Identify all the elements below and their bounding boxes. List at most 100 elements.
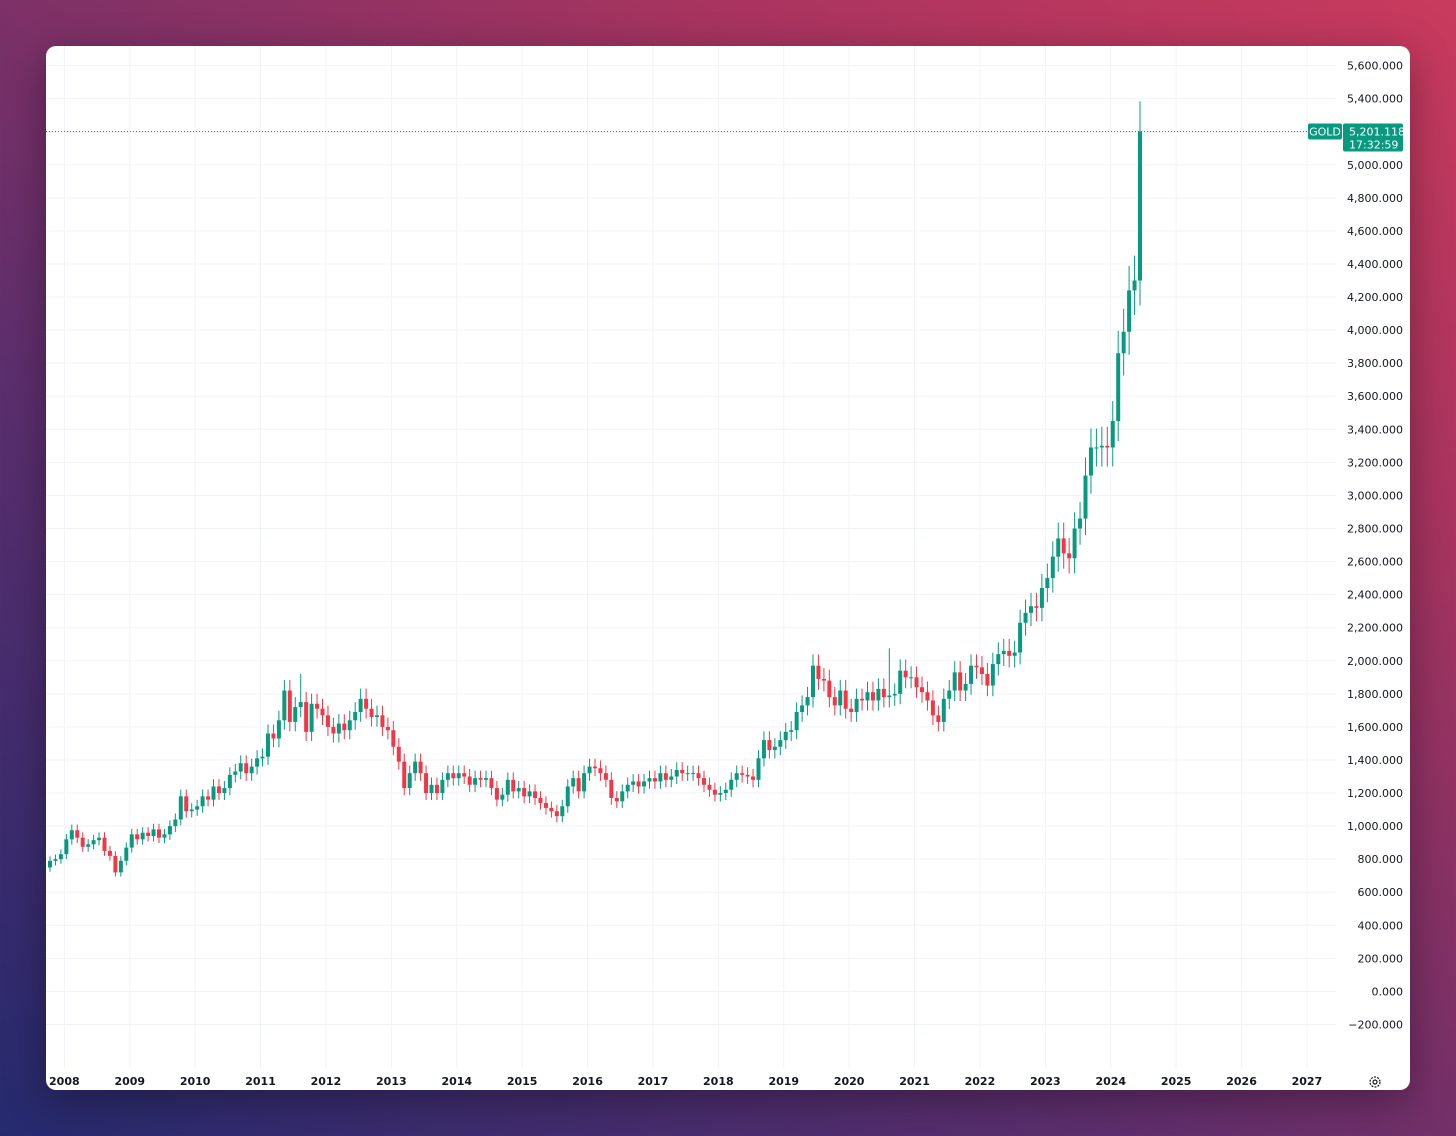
candle-body xyxy=(113,855,118,873)
current-price-tag: GOLD 5,201.118 17:32:59 xyxy=(1308,123,1405,152)
candle-body xyxy=(1083,475,1088,519)
candle-body xyxy=(358,698,363,713)
y-tick-label: 4,200.000 xyxy=(1347,291,1403,304)
time-axis[interactable]: 2008 2009 2010 2011 2012 2013 2014 2015 2016 2017… xyxy=(49,1075,1322,1088)
candle-body xyxy=(740,773,745,775)
chart-card: 5,800.0005,600.0005,400.0005,200.0005,00… xyxy=(46,46,1410,1090)
symbol-badge xyxy=(1308,123,1342,140)
candle-body xyxy=(533,791,538,798)
x-tick-label: 2016 xyxy=(572,1075,603,1088)
candle-body xyxy=(963,683,968,691)
candle-body xyxy=(593,766,597,769)
candle-body xyxy=(772,746,777,751)
x-tick-label: 2015 xyxy=(507,1075,538,1088)
candle-body xyxy=(69,830,74,840)
candle-body xyxy=(107,850,112,856)
y-tick-label: 800.000 xyxy=(1358,853,1404,866)
candle-body xyxy=(647,778,652,782)
gear-icon[interactable] xyxy=(1369,1076,1381,1088)
candle-body xyxy=(369,708,374,717)
candle-body xyxy=(974,665,979,668)
candle-body xyxy=(1110,421,1115,448)
candle-body xyxy=(636,781,641,787)
candle-body xyxy=(167,826,172,835)
candle-body xyxy=(1116,353,1121,422)
candle-body xyxy=(64,839,69,855)
candle-body xyxy=(1088,447,1093,476)
candle-body xyxy=(652,778,657,782)
candle-body xyxy=(887,695,892,698)
x-tick-label: 2011 xyxy=(245,1075,276,1088)
y-tick-label: 400.000 xyxy=(1358,919,1404,932)
candle-body xyxy=(266,733,270,757)
candle-body xyxy=(1045,578,1050,589)
candle-body xyxy=(249,766,254,774)
candle-body xyxy=(1132,280,1137,291)
candle-body xyxy=(522,788,527,797)
candle-body xyxy=(255,758,260,767)
candle-body xyxy=(663,773,668,780)
candle-body xyxy=(336,723,341,734)
y-tick-label: 2,200.000 xyxy=(1347,622,1403,635)
candle-body xyxy=(554,811,559,817)
x-tick-label: 2022 xyxy=(965,1075,996,1088)
price-axis[interactable]: 5,800.0005,600.0005,400.0005,200.0005,00… xyxy=(1347,46,1403,1032)
y-tick-label: 1,000.000 xyxy=(1347,820,1403,833)
x-tick-label: 2013 xyxy=(376,1075,407,1088)
candle-body xyxy=(315,703,320,709)
candle-body xyxy=(1050,556,1055,579)
y-tick-label: 4,000.000 xyxy=(1347,324,1403,337)
candle-body xyxy=(211,786,216,800)
candle-series[interactable] xyxy=(48,101,1142,877)
candle-body xyxy=(603,773,608,780)
candle-body xyxy=(794,712,799,731)
candle-body xyxy=(680,769,685,774)
gold-candlestick-chart[interactable]: 5,800.0005,600.0005,400.0005,200.0005,00… xyxy=(46,46,1410,1090)
candle-body xyxy=(729,779,734,790)
candle-body xyxy=(914,677,919,688)
y-tick-label: 2,800.000 xyxy=(1347,523,1403,536)
candle-body xyxy=(712,789,717,795)
candle-body xyxy=(876,688,881,701)
candle-body xyxy=(418,761,423,774)
x-tick-label: 2012 xyxy=(311,1075,342,1088)
candle-body xyxy=(718,793,723,795)
candle-body xyxy=(631,781,636,785)
candle-body xyxy=(1034,606,1039,608)
candle-body xyxy=(233,771,238,775)
y-tick-label: 600.000 xyxy=(1358,886,1404,899)
x-tick-label: 2010 xyxy=(180,1075,211,1088)
x-tick-label: 2017 xyxy=(638,1075,669,1088)
candle-body xyxy=(832,697,837,706)
candle-body xyxy=(789,730,794,732)
symbol-label: GOLD xyxy=(1309,126,1341,139)
candle-body xyxy=(1056,538,1061,557)
candle-body xyxy=(440,779,445,794)
candle-body xyxy=(516,788,521,792)
candle-body xyxy=(723,789,728,794)
candle-body xyxy=(903,670,908,678)
x-tick-label: 2018 xyxy=(703,1075,734,1088)
candle-body xyxy=(958,672,963,691)
candle-body xyxy=(462,773,467,777)
y-tick-label: 3,400.000 xyxy=(1347,423,1403,436)
candle-body xyxy=(456,773,461,779)
candle-body xyxy=(778,740,783,747)
candle-body xyxy=(293,707,298,722)
candle-body xyxy=(816,665,821,679)
candle-body xyxy=(222,788,227,794)
candle-body xyxy=(173,819,178,827)
candle-body xyxy=(451,773,456,779)
candle-body xyxy=(1018,622,1023,653)
candle-body xyxy=(870,692,875,701)
y-tick-label: 5,600.000 xyxy=(1347,60,1403,73)
candle-body xyxy=(707,784,712,790)
y-tick-label: 1,200.000 xyxy=(1347,787,1403,800)
candle-body xyxy=(527,791,532,797)
candle-body xyxy=(478,778,483,780)
candle-body xyxy=(391,730,396,747)
candle-body xyxy=(1067,553,1072,559)
candle-body xyxy=(331,726,336,734)
candle-body xyxy=(560,806,565,817)
candle-body xyxy=(429,784,434,794)
